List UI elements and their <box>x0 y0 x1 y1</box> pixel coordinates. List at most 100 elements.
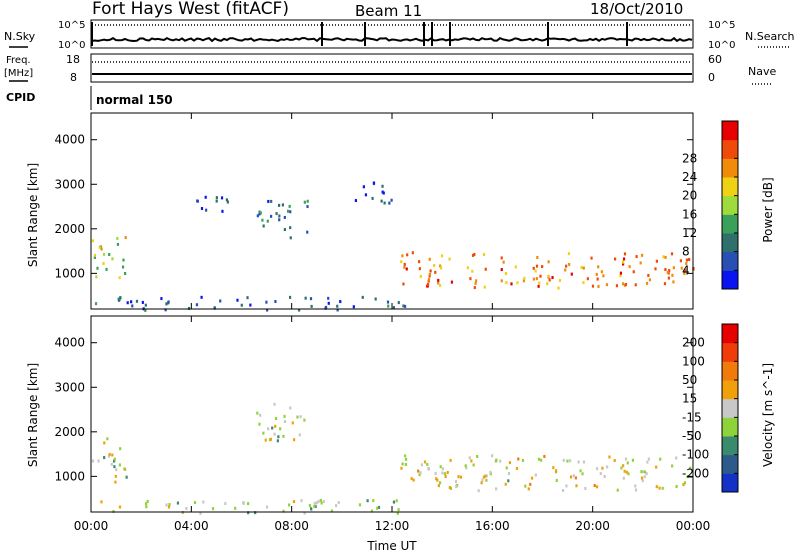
range-cell <box>261 218 264 222</box>
range-cell <box>364 193 368 197</box>
range-cell <box>283 228 286 232</box>
range-cell <box>303 200 306 204</box>
range-cell <box>685 258 689 262</box>
range-cell <box>135 299 139 303</box>
range-cell <box>275 417 278 421</box>
y-tick-label: 2000 <box>54 222 85 236</box>
range-cell <box>539 274 542 278</box>
range-cell <box>439 465 442 469</box>
range-cell <box>562 458 565 462</box>
range-cell <box>112 509 115 513</box>
range-cell <box>271 426 274 430</box>
range-cell <box>103 441 106 445</box>
power-scatter <box>91 181 695 312</box>
range-cell <box>324 305 328 309</box>
range-cell <box>362 185 365 189</box>
range-cell <box>619 271 623 275</box>
y-tick-label: 1000 <box>54 469 85 483</box>
range-cell <box>404 457 408 461</box>
range-cell <box>94 302 98 306</box>
range-cell <box>354 199 357 203</box>
range-cell <box>270 214 273 218</box>
range-cell <box>484 474 487 478</box>
range-cell <box>440 254 444 258</box>
range-cell <box>283 215 286 219</box>
range-cell <box>358 503 362 507</box>
range-cell <box>457 475 460 479</box>
range-cell <box>464 464 467 468</box>
range-cell <box>114 480 117 484</box>
velocity-colorbar-label: Velocity [m s^-1] <box>761 363 775 467</box>
range-cell <box>401 254 404 258</box>
range-cell <box>265 505 269 509</box>
range-cell <box>113 457 116 461</box>
colorbar-tick-label: 12 <box>682 226 697 240</box>
range-cell <box>500 279 503 283</box>
range-cell <box>474 279 478 283</box>
range-cell <box>482 475 486 479</box>
range-cell <box>306 199 309 203</box>
range-cell <box>666 270 669 274</box>
range-cell <box>168 502 171 506</box>
range-cell <box>370 509 374 513</box>
range-cell <box>659 457 662 461</box>
range-cell <box>102 261 105 265</box>
range-cell <box>113 465 116 469</box>
power-panel: 1000 2000 3000 4000 Slant Range [km] 4 8 12 16… <box>26 112 775 312</box>
x-axis-label: Time UT <box>366 539 417 553</box>
range-cell <box>372 499 375 503</box>
range-cell <box>466 266 469 270</box>
range-cell <box>286 209 290 213</box>
range-cell <box>105 267 108 271</box>
range-cell <box>504 272 508 276</box>
range-cell <box>600 270 603 274</box>
range-cell <box>115 468 118 472</box>
range-cell <box>543 454 546 458</box>
colorbar-tick-label: 15 <box>682 392 697 406</box>
range-cell <box>680 266 683 270</box>
range-cell <box>435 477 438 481</box>
range-cell <box>176 501 180 505</box>
nave-tick-top: 60 <box>708 53 722 66</box>
colorbar-tick-label: 16 <box>682 207 697 221</box>
range-cell <box>403 265 406 269</box>
range-cell <box>582 266 585 270</box>
range-cell <box>441 471 444 475</box>
range-cell <box>392 500 396 504</box>
range-cell <box>500 256 503 260</box>
velocity-scatter <box>91 402 692 515</box>
range-cell <box>116 242 120 246</box>
range-cell <box>541 265 544 269</box>
range-cell <box>625 470 628 474</box>
range-cell <box>500 268 503 272</box>
range-cell <box>404 462 407 466</box>
range-cell <box>504 482 507 486</box>
range-cell <box>317 500 320 504</box>
range-cell <box>418 267 421 271</box>
range-cell <box>402 304 405 308</box>
range-cell <box>314 505 317 509</box>
range-cell <box>605 283 609 287</box>
range-cell <box>648 278 652 282</box>
range-cell <box>205 208 208 212</box>
colorbar-segment <box>722 177 738 197</box>
range-cell <box>93 255 96 259</box>
range-cell <box>602 274 605 278</box>
range-cell <box>558 278 562 282</box>
range-cell <box>130 300 133 304</box>
range-cell <box>641 479 644 483</box>
range-cell <box>455 485 458 489</box>
range-cell <box>595 272 598 276</box>
range-cell <box>426 462 429 466</box>
range-cell <box>621 282 625 286</box>
nave-tick-bottom: 0 <box>708 71 715 84</box>
colorbar-frame <box>721 323 739 493</box>
range-cell <box>116 237 119 241</box>
range-cell <box>671 273 674 277</box>
range-cell <box>675 484 678 488</box>
y-tick-label: 3000 <box>54 177 85 191</box>
range-cell <box>580 265 583 269</box>
range-cell <box>547 260 550 264</box>
range-cell <box>499 459 502 463</box>
colorbar-tick-label: 4 <box>682 263 690 277</box>
